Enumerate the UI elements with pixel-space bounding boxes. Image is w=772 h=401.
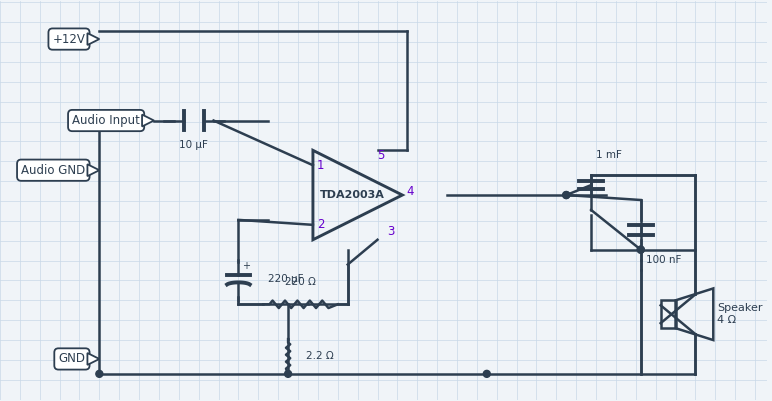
Text: 10 μF: 10 μF [179,140,208,150]
Text: 100 nF: 100 nF [645,255,681,265]
Text: 2.2 Ω: 2.2 Ω [306,351,334,361]
Circle shape [563,192,570,198]
Polygon shape [142,115,154,126]
Circle shape [638,246,645,253]
Text: 3: 3 [388,225,394,238]
Text: Audio Input: Audio Input [73,114,140,127]
Polygon shape [87,353,100,365]
Circle shape [563,192,570,198]
Bar [661,300,676,328]
Text: GND: GND [59,352,86,365]
Text: Speaker
4 Ω: Speaker 4 Ω [717,304,763,325]
Circle shape [483,371,490,377]
Text: +: + [242,261,250,271]
Text: 220 Ω: 220 Ω [285,277,316,288]
Text: 4: 4 [406,184,414,198]
Text: +12V: +12V [52,32,86,46]
Polygon shape [87,33,100,45]
Circle shape [285,371,292,377]
Circle shape [638,246,645,253]
Polygon shape [87,164,100,176]
Text: 1 mF: 1 mF [596,150,622,160]
Text: 5: 5 [378,149,385,162]
Text: 220 μF: 220 μF [268,274,303,284]
Text: 1: 1 [317,159,324,172]
Circle shape [96,371,103,377]
Text: TDA2003A: TDA2003A [320,190,385,200]
Text: 2: 2 [317,218,324,231]
Text: Audio GND: Audio GND [21,164,86,177]
